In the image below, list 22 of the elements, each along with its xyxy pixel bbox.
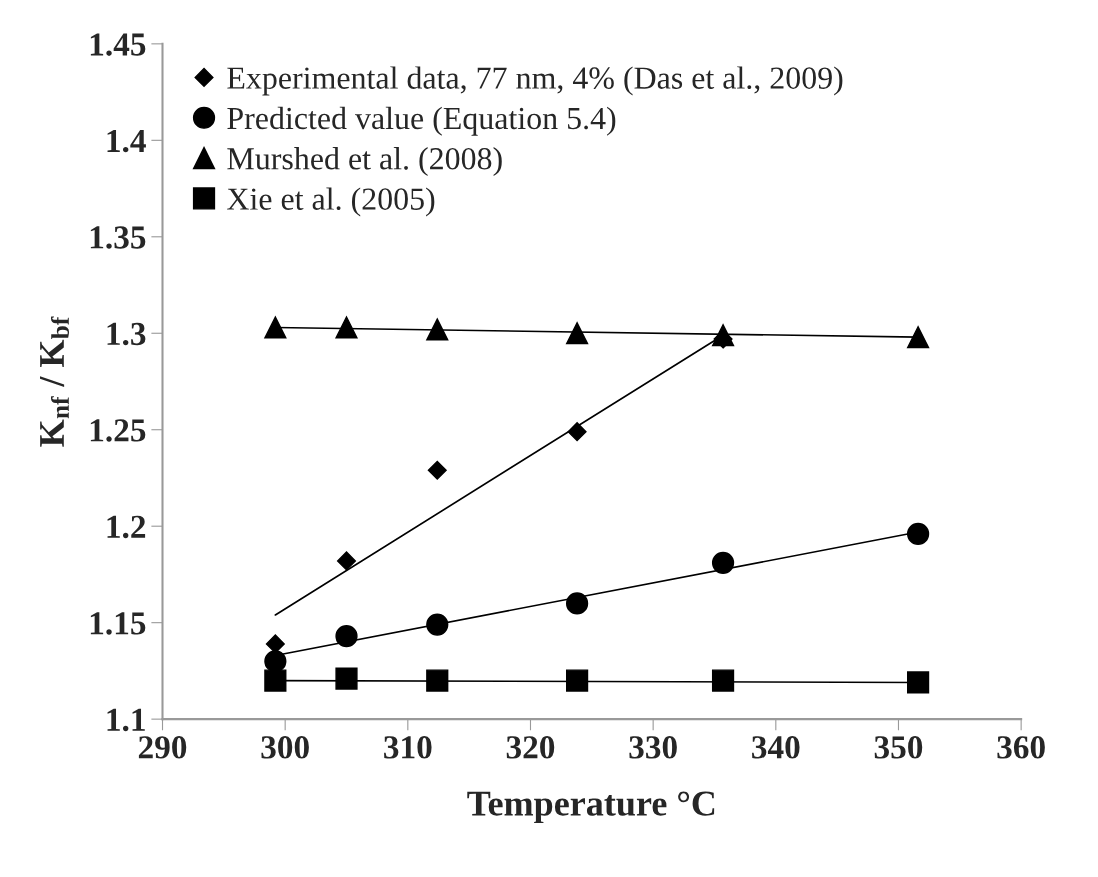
legend-label: Predicted value (Equation 5.4) (227, 106, 616, 136)
y-tick-label: 1.1 (107, 708, 145, 732)
x-tick-label: 330 (629, 736, 677, 759)
legend-label: Murshed et al. (2008) (227, 147, 502, 177)
x-tick-label: 300 (261, 736, 309, 759)
x-tick-label: 310 (384, 736, 432, 759)
x-axis-title: Temperature °C (467, 791, 715, 824)
y-tick-label: 1.4 (107, 129, 146, 153)
x-tick-label: 360 (997, 736, 1045, 759)
y-tick-label: 1.25 (90, 419, 146, 442)
y-tick-label: 1.15 (90, 612, 146, 635)
x-tick-label: 340 (752, 736, 800, 759)
y-tick-label: 1.2 (107, 515, 146, 539)
y-tick-label: 1.45 (90, 33, 146, 56)
x-tick-label: 320 (506, 736, 555, 759)
x-tick-label: 290 (138, 736, 187, 759)
y-tick-label: 1.3 (107, 322, 146, 346)
y-tick-label: 1.35 (90, 226, 146, 249)
legend-label: Xie et al. (2005) (227, 187, 435, 217)
legend-label: Experimental data, 77 nm, 4% (Das et al., 2009) (227, 66, 843, 96)
x-tick-label: 350 (874, 736, 923, 759)
y-axis-title: K$_{nf}$ / K$_{bf}$ (40, 316, 70, 447)
